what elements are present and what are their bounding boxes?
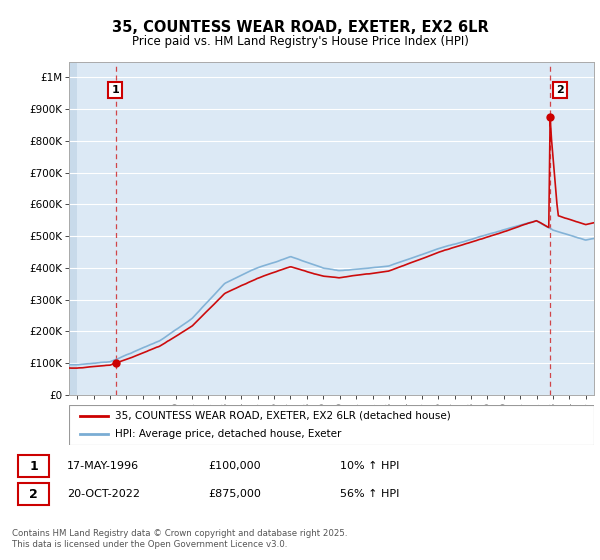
Text: 10% ↑ HPI: 10% ↑ HPI — [340, 461, 400, 471]
Text: 1: 1 — [29, 460, 38, 473]
Text: 2: 2 — [556, 85, 563, 95]
Text: 35, COUNTESS WEAR ROAD, EXETER, EX2 6LR: 35, COUNTESS WEAR ROAD, EXETER, EX2 6LR — [112, 20, 488, 35]
Text: Price paid vs. HM Land Registry's House Price Index (HPI): Price paid vs. HM Land Registry's House … — [131, 35, 469, 48]
FancyBboxPatch shape — [69, 405, 594, 445]
FancyBboxPatch shape — [18, 455, 49, 477]
Text: HPI: Average price, detached house, Exeter: HPI: Average price, detached house, Exet… — [115, 430, 341, 439]
Text: £875,000: £875,000 — [208, 489, 261, 500]
Text: 1: 1 — [112, 85, 119, 95]
Text: £100,000: £100,000 — [208, 461, 260, 471]
Text: 17-MAY-1996: 17-MAY-1996 — [67, 461, 139, 471]
Text: 35, COUNTESS WEAR ROAD, EXETER, EX2 6LR (detached house): 35, COUNTESS WEAR ROAD, EXETER, EX2 6LR … — [115, 411, 451, 421]
Bar — [69, 62, 77, 395]
Text: 2: 2 — [29, 488, 38, 501]
Text: 20-OCT-2022: 20-OCT-2022 — [67, 489, 140, 500]
Text: Contains HM Land Registry data © Crown copyright and database right 2025.
This d: Contains HM Land Registry data © Crown c… — [12, 529, 347, 549]
Text: 56% ↑ HPI: 56% ↑ HPI — [340, 489, 400, 500]
FancyBboxPatch shape — [18, 483, 49, 506]
